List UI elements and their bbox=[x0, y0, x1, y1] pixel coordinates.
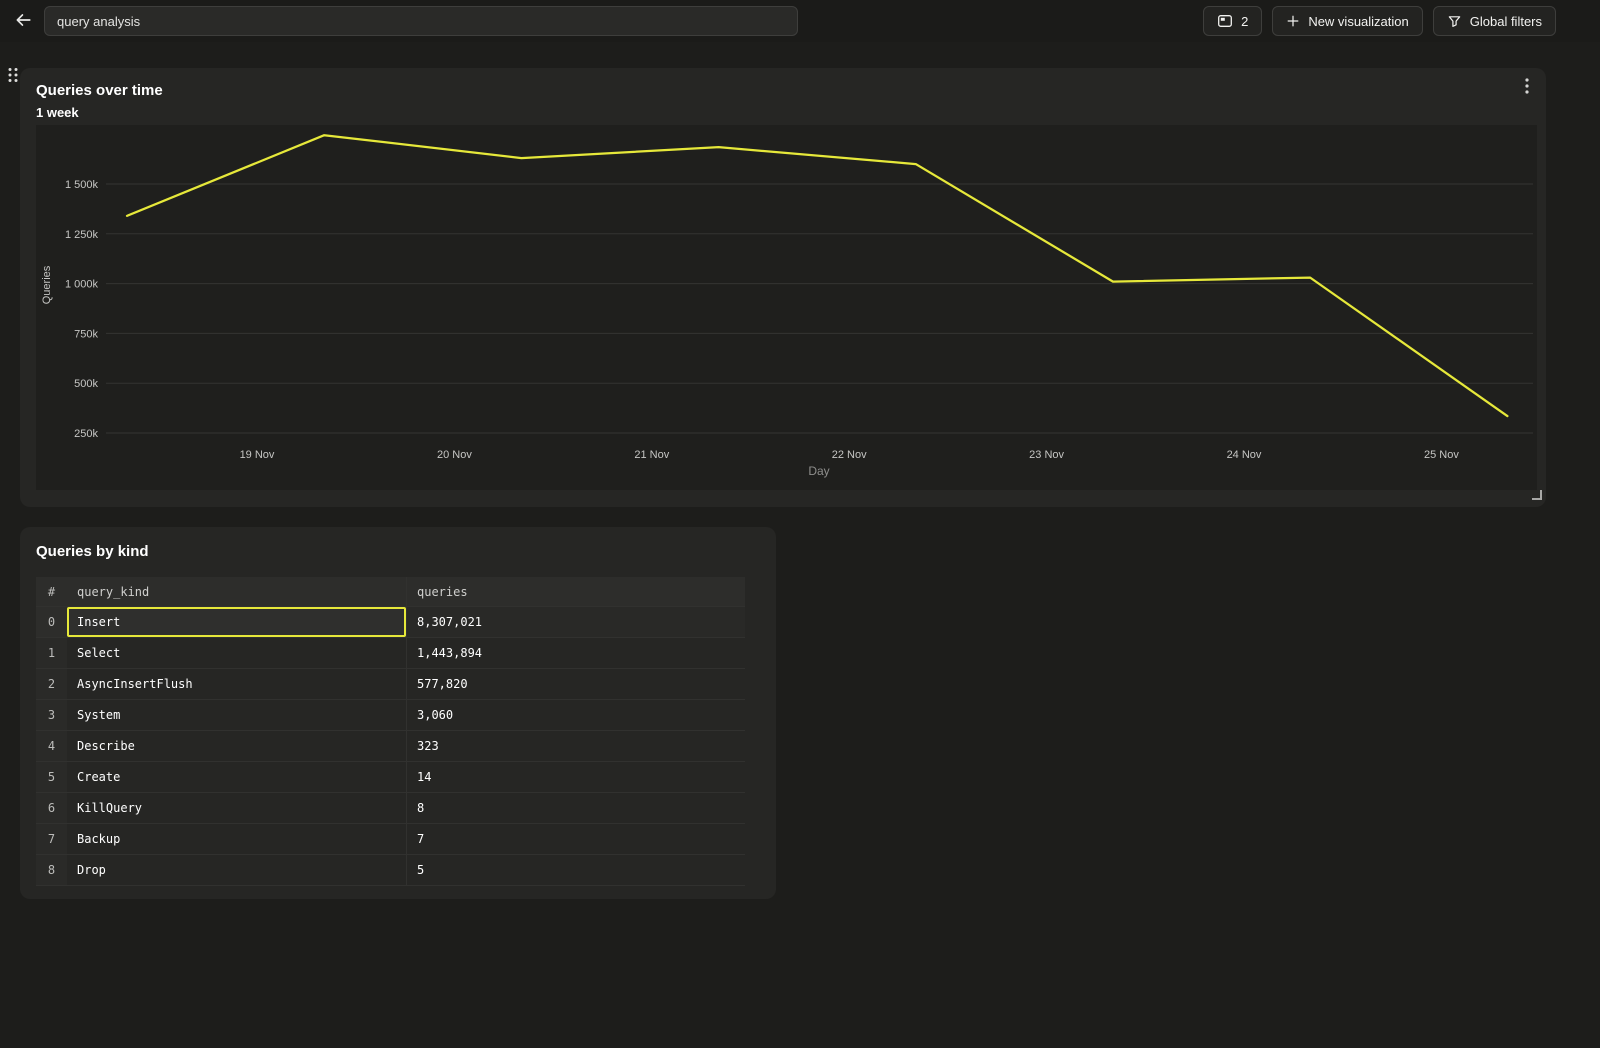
svg-text:1 250k: 1 250k bbox=[65, 229, 99, 241]
query-kind-cell[interactable]: KillQuery bbox=[77, 801, 143, 815]
new-visualization-button[interactable]: New visualization bbox=[1272, 6, 1423, 36]
query-kind-cell[interactable]: Create bbox=[77, 770, 121, 784]
drag-handle-icon[interactable] bbox=[6, 66, 20, 84]
new-visualization-label: New visualization bbox=[1308, 13, 1409, 29]
global-filters-label: Global filters bbox=[1469, 13, 1542, 29]
queries-by-kind-table: # query_kind queries 0 Insert 8,307,021 1 Selec… bbox=[36, 577, 745, 886]
svg-text:750k: 750k bbox=[74, 328, 98, 340]
svg-text:20 Nov: 20 Nov bbox=[437, 449, 472, 461]
queries-value-cell[interactable]: 5 bbox=[406, 855, 745, 885]
queries-value-cell[interactable]: 1,443,894 bbox=[406, 638, 745, 668]
table-row[interactable]: 4 Describe 323 bbox=[36, 731, 745, 762]
table-row[interactable]: 8 Drop 5 bbox=[36, 855, 745, 886]
svg-text:500k: 500k bbox=[74, 378, 98, 390]
query-kind-cell[interactable]: Select bbox=[77, 646, 121, 660]
chart-card: Queries over time 1 week 1 500k 1 250k 1 0… bbox=[20, 68, 1546, 507]
chart-subtitle: 1 week bbox=[36, 105, 79, 120]
table-row[interactable]: 2 AsyncInsertFlush 577,820 bbox=[36, 669, 745, 700]
row-index-cell: 5 bbox=[36, 762, 67, 792]
chart-title: Queries over time bbox=[36, 82, 163, 99]
svg-text:25 Nov: 25 Nov bbox=[1424, 449, 1459, 461]
arrow-left-icon bbox=[14, 11, 32, 32]
query-kind-cell[interactable]: Insert bbox=[67, 607, 406, 637]
row-index-cell: 7 bbox=[36, 824, 67, 854]
query-kind-cell[interactable]: Describe bbox=[77, 739, 135, 753]
column-header-queries: queries bbox=[406, 577, 745, 606]
queries-value-cell[interactable]: 14 bbox=[406, 762, 745, 792]
table-row[interactable]: 7 Backup 7 bbox=[36, 824, 745, 855]
dashboard-title-input[interactable] bbox=[44, 6, 798, 36]
table-row[interactable]: 3 System 3,060 bbox=[36, 700, 745, 731]
svg-text:1 500k: 1 500k bbox=[65, 179, 99, 191]
svg-text:Queries: Queries bbox=[41, 265, 53, 304]
queries-value-cell[interactable]: 577,820 bbox=[406, 669, 745, 699]
query-kind-cell[interactable]: Backup bbox=[77, 832, 121, 846]
queries-value-cell[interactable]: 3,060 bbox=[406, 700, 745, 730]
svg-text:1 000k: 1 000k bbox=[65, 279, 99, 291]
back-button[interactable] bbox=[12, 8, 34, 34]
query-kind-cell[interactable]: AsyncInsertFlush bbox=[77, 677, 193, 691]
topbar: 2 New visualization Global filters bbox=[0, 0, 1600, 42]
svg-text:21 Nov: 21 Nov bbox=[634, 449, 669, 461]
column-header-query-kind: query_kind bbox=[77, 584, 150, 599]
queries-value-cell[interactable]: 323 bbox=[406, 731, 745, 761]
table-header-row: # query_kind queries bbox=[36, 577, 745, 607]
row-index-cell: 0 bbox=[36, 607, 67, 637]
resize-handle[interactable] bbox=[1532, 490, 1542, 500]
line-chart-svg: 1 500k 1 250k 1 000k 750k 500k 250k 19 Nov 20 N… bbox=[41, 134, 1533, 478]
svg-text:Day: Day bbox=[808, 464, 829, 478]
table-card: Queries by kind # query_kind queries 0 Inser… bbox=[20, 527, 776, 899]
console-count-label: 2 bbox=[1241, 13, 1249, 29]
table-row[interactable]: 0 Insert 8,307,021 bbox=[36, 607, 745, 638]
row-index-cell: 2 bbox=[36, 669, 67, 699]
table-row[interactable]: 6 KillQuery 8 bbox=[36, 793, 745, 824]
queries-over-time-chart: 1 500k 1 250k 1 000k 750k 500k 250k 19 Nov 20 N… bbox=[36, 125, 1537, 490]
svg-text:250k: 250k bbox=[74, 428, 98, 440]
query-kind-cell[interactable]: Drop bbox=[77, 863, 106, 877]
queries-value-cell[interactable]: 8,307,021 bbox=[406, 607, 745, 637]
console-count-button[interactable]: 2 bbox=[1203, 6, 1263, 36]
svg-text:24 Nov: 24 Nov bbox=[1227, 449, 1262, 461]
chart-menu-button[interactable] bbox=[1518, 77, 1536, 97]
table-row[interactable]: 1 Select 1,443,894 bbox=[36, 638, 745, 669]
query-kind-cell[interactable]: System bbox=[77, 708, 121, 722]
row-index-cell: 6 bbox=[36, 793, 67, 823]
row-index-cell: 4 bbox=[36, 731, 67, 761]
row-index-cell: 3 bbox=[36, 700, 67, 730]
column-header-index: # bbox=[47, 584, 56, 599]
queries-value-cell[interactable]: 7 bbox=[406, 824, 745, 854]
svg-text:19 Nov: 19 Nov bbox=[240, 449, 275, 461]
table-title: Queries by kind bbox=[36, 543, 149, 560]
svg-text:22 Nov: 22 Nov bbox=[832, 449, 867, 461]
svg-text:23 Nov: 23 Nov bbox=[1029, 449, 1064, 461]
queries-value-cell[interactable]: 8 bbox=[406, 793, 745, 823]
table-row[interactable]: 5 Create 14 bbox=[36, 762, 745, 793]
global-filters-button[interactable]: Global filters bbox=[1432, 6, 1556, 36]
queries-line-series bbox=[125, 134, 1509, 418]
console-icon bbox=[1217, 13, 1233, 29]
funnel-icon bbox=[1447, 14, 1462, 29]
row-index-cell: 8 bbox=[36, 855, 67, 885]
row-index-cell: 1 bbox=[36, 638, 67, 668]
plus-icon bbox=[1286, 14, 1300, 28]
kebab-menu-icon bbox=[1525, 77, 1529, 97]
